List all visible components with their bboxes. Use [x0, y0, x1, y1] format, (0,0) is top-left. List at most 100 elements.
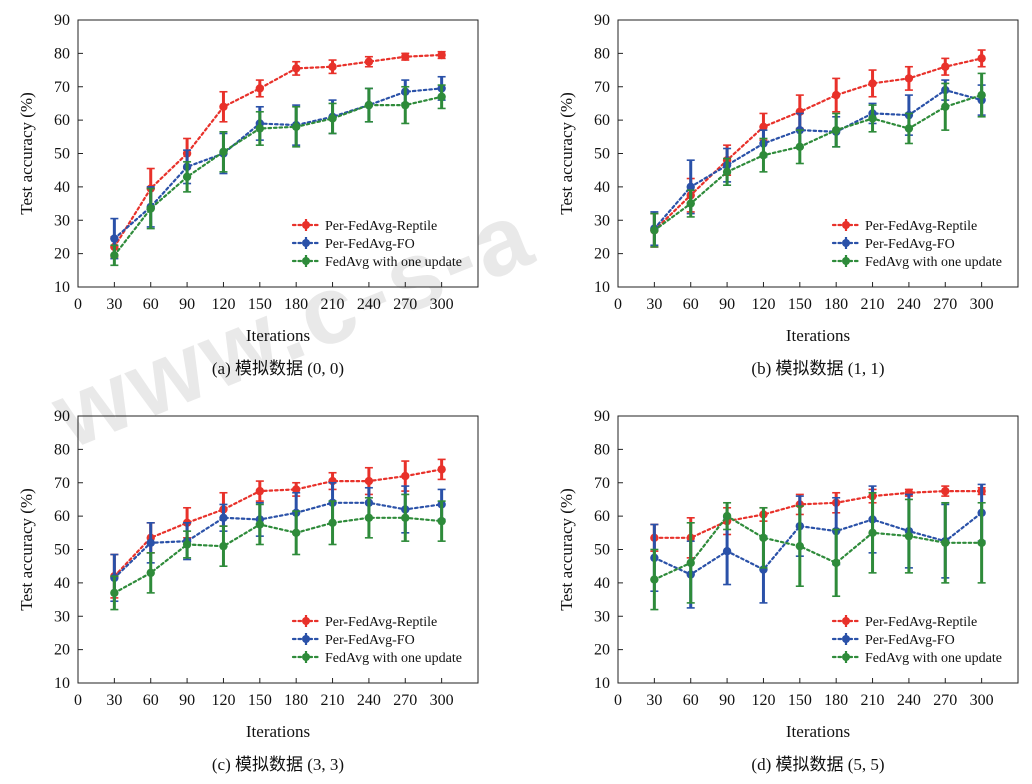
- chart-panel-2: 10 20 30 40 50 60 70 80 90 0 30 60 90 120 150 180 210 240…: [557, 12, 1019, 378]
- legend-label: FedAvg with one update: [325, 651, 462, 666]
- legend-marker: [302, 221, 310, 229]
- data-point: [291, 528, 301, 538]
- x-tick-label: 90: [719, 692, 735, 709]
- x-tick-label: 240: [357, 296, 381, 313]
- data-point: [686, 199, 695, 208]
- data-point: [401, 52, 410, 61]
- legend-marker: [302, 617, 310, 625]
- chart-caption: (b) 模拟数据 (1, 1): [751, 359, 884, 378]
- data-point: [795, 142, 805, 152]
- chart-caption: (d) 模拟数据 (5, 5): [751, 755, 884, 774]
- chart-panel-4: 10 20 30 40 50 60 70 80 90 0 30 60 90 120 150 180 210 240…: [557, 408, 1019, 774]
- y-tick-label: 50: [594, 542, 610, 559]
- y-tick-label: 90: [594, 408, 610, 425]
- x-tick-label: 270: [393, 296, 417, 313]
- y-tick-label: 60: [594, 508, 610, 525]
- data-point: [759, 533, 768, 543]
- legend-marker: [302, 635, 310, 643]
- y-tick-label: 10: [54, 279, 70, 296]
- legend-entry-2: Per-FedAvg-FO: [291, 237, 415, 252]
- data-point: [328, 114, 337, 123]
- x-tick-label: 60: [683, 296, 699, 313]
- data-point: [110, 588, 119, 598]
- legend-entry-1: Per-FedAvg-Reptile: [831, 219, 977, 234]
- x-tick-label: 150: [788, 296, 812, 313]
- legend-entry-3: FedAvg with one update: [831, 255, 1002, 270]
- data-point: [868, 114, 877, 123]
- series-1: [650, 485, 986, 559]
- y-tick-label: 40: [594, 179, 610, 196]
- x-tick-label: 240: [897, 296, 921, 313]
- series-1: [650, 49, 986, 248]
- chart-caption: (c) 模拟数据 (3, 3): [212, 755, 344, 774]
- chart-panel-3: 10 20 30 40 50 60 70 80 90 0 30 60 90 120 150 180 210 240…: [17, 408, 479, 774]
- x-tick-label: 180: [824, 692, 848, 709]
- x-tick-label: 150: [788, 692, 812, 709]
- series-line: [653, 88, 983, 230]
- data-point: [291, 485, 301, 494]
- x-tick-label: 90: [179, 296, 195, 313]
- y-tick-label: 90: [54, 408, 70, 425]
- x-tick-label: 90: [179, 692, 195, 709]
- plot-frame: [617, 415, 1019, 684]
- data-point: [255, 520, 265, 529]
- plot-frame: [77, 415, 479, 684]
- y-tick-label: 40: [54, 575, 70, 592]
- y-axis-label: Test accuracy (%): [557, 488, 576, 610]
- data-point: [904, 124, 914, 133]
- x-tick-label: 180: [824, 296, 848, 313]
- legend-label: Per-FedAvg-Reptile: [325, 615, 437, 630]
- y-tick-label: 20: [594, 246, 610, 263]
- data-point: [941, 62, 950, 71]
- legend-marker: [302, 653, 310, 661]
- data-point: [686, 558, 695, 568]
- legend-marker: [842, 221, 850, 229]
- series-line: [653, 511, 983, 576]
- series-line: [113, 516, 443, 595]
- series-3: [650, 72, 986, 248]
- legend-marker: [842, 635, 850, 643]
- y-tick-label: 80: [594, 45, 610, 62]
- series-line: [653, 490, 983, 539]
- y-tick-label: 30: [54, 608, 70, 625]
- y-tick-label: 40: [54, 179, 70, 196]
- x-tick-label: 210: [321, 296, 345, 313]
- legend-entry-3: FedAvg with one update: [831, 651, 1002, 666]
- y-tick-label: 50: [54, 542, 70, 559]
- data-point: [722, 511, 732, 521]
- data-point: [182, 172, 192, 182]
- x-tick-label: 270: [933, 296, 957, 313]
- data-point: [977, 54, 986, 63]
- y-axis-label: Test accuracy (%): [557, 92, 576, 214]
- data-point: [291, 122, 301, 131]
- data-point: [437, 516, 446, 526]
- data-point: [795, 541, 805, 551]
- legend-entry-3: FedAvg with one update: [291, 651, 462, 666]
- series-3: [650, 491, 986, 611]
- y-tick-label: 70: [54, 475, 70, 492]
- y-tick-label: 50: [54, 146, 70, 163]
- legend-label: FedAvg with one update: [325, 255, 462, 270]
- x-tick-label: 120: [211, 296, 235, 313]
- legend-label: FedAvg with one update: [865, 651, 1002, 666]
- data-point: [722, 546, 732, 556]
- y-tick-label: 20: [594, 642, 610, 659]
- y-tick-label: 80: [54, 45, 70, 62]
- x-tick-label: 210: [321, 692, 345, 709]
- data-point: [831, 558, 841, 568]
- data-point: [110, 234, 119, 243]
- x-axis-label: Iterations: [786, 722, 850, 741]
- data-point: [437, 92, 446, 101]
- x-tick-label: 0: [74, 692, 82, 709]
- x-tick-label: 270: [393, 692, 417, 709]
- data-point: [328, 518, 337, 527]
- legend-label: Per-FedAvg-FO: [325, 237, 415, 252]
- x-tick-label: 300: [970, 692, 994, 709]
- x-axis-label: Iterations: [246, 722, 310, 741]
- x-tick-label: 120: [211, 692, 235, 709]
- data-point: [146, 204, 155, 213]
- legend-label: Per-FedAvg-FO: [865, 237, 955, 252]
- series-line: [113, 95, 443, 257]
- y-tick-label: 30: [54, 212, 70, 229]
